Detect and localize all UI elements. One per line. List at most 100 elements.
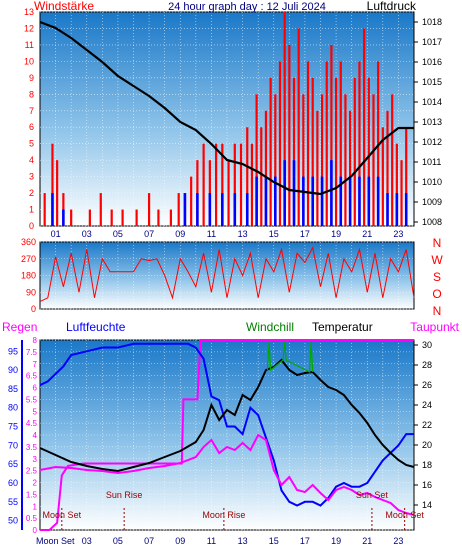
p1-left-tick-label-3: 3 — [29, 172, 34, 182]
temperature-label: Temperatur — [312, 320, 373, 334]
compass-letter-3: O — [432, 287, 441, 301]
gust-bar-43 — [334, 77, 338, 226]
p1-x-tick-label-9: 19 — [331, 229, 341, 239]
p3-rain-tick-label-16: 8 — [33, 336, 38, 345]
p3-x-tick-label-2: 05 — [113, 536, 123, 546]
gust-bar-51 — [372, 94, 375, 226]
gust-bar-13 — [177, 193, 180, 226]
astro-annotation-4: Moon Set — [385, 510, 424, 520]
p3-rain-tick-label-14: 7 — [33, 360, 38, 369]
gust-bar-8 — [121, 209, 124, 226]
gust-bar-20 — [221, 143, 224, 226]
gust-bar-15 — [190, 176, 193, 226]
gust-bar-17 — [202, 143, 205, 226]
compass-letter-0: N — [433, 236, 442, 250]
series-line-windchill — [266, 341, 314, 373]
gust-bar-33 — [288, 44, 291, 226]
gust-bar-27 — [260, 127, 263, 226]
mean-wind-bar-9 — [264, 176, 268, 226]
gust-bar-6 — [99, 193, 102, 226]
mean-wind-bar-22 — [386, 193, 389, 226]
p3-x-tick-label-4: 09 — [175, 536, 185, 546]
p1-right-tick-label-3: 1011 — [422, 157, 441, 167]
gust-bar-36 — [302, 94, 305, 226]
gust-bar-46 — [349, 110, 352, 226]
gust-bar-1 — [51, 143, 54, 226]
gust-bar-34 — [292, 77, 296, 226]
gust-bar-26 — [255, 94, 258, 226]
p3-x-tick-label-1: 03 — [82, 536, 92, 546]
p3-humidity-tick-label-6: 80 — [8, 403, 18, 413]
mean-wind-bar-24 — [404, 193, 408, 226]
mean-wind-bar-12 — [292, 160, 296, 226]
gust-bar-40 — [320, 94, 324, 226]
gust-bar-38 — [311, 77, 314, 226]
compass-letter-2: S — [433, 270, 441, 284]
p1-left-tick-label-6: 6 — [29, 122, 34, 132]
p3-temp-tick-label-6: 26 — [422, 380, 432, 390]
p1-x-tick-label-0: 01 — [51, 229, 61, 239]
p1-x-tick-label-1: 03 — [82, 229, 92, 239]
mean-wind-bar-10 — [274, 176, 277, 226]
gust-bar-28 — [264, 110, 268, 226]
p1-left-tick-label-10: 10 — [24, 56, 34, 66]
gust-bar-37 — [306, 61, 310, 227]
gust-bar-42 — [330, 44, 333, 226]
p3-temp-tick-label-2: 18 — [422, 460, 432, 470]
mean-wind-bar-1 — [62, 209, 65, 226]
compass-letter-4: N — [433, 304, 442, 318]
gust-bar-50 — [367, 77, 370, 226]
p1-left-tick-label-11: 11 — [25, 40, 34, 50]
p2-left-tick-label-0: 0 — [31, 304, 36, 314]
p3-temp-tick-label-1: 16 — [422, 480, 432, 490]
p1-right-tick-label-8: 1016 — [422, 57, 442, 67]
p1-right-tick-label-0: 1008 — [422, 217, 442, 227]
p1-x-tick-label-8: 17 — [300, 229, 310, 239]
p3-temp-tick-label-3: 20 — [422, 440, 432, 450]
gust-bar-25 — [250, 143, 254, 226]
p3-temp-tick-label-0: 14 — [422, 500, 432, 510]
mean-wind-bar-6 — [233, 193, 237, 226]
mean-wind-bar-21 — [376, 176, 380, 226]
rain-label: Regen — [2, 320, 37, 334]
gust-bar-44 — [339, 61, 342, 227]
gust-bar-57 — [400, 160, 403, 226]
p3-rain-tick-label-4: 2 — [33, 479, 38, 488]
p3-x-tick-label-10: 21 — [362, 536, 372, 546]
humidity-label: Luftfeuchte — [66, 320, 126, 334]
gust-bar-2 — [56, 160, 59, 226]
wind-speed-label: Windstärke — [34, 0, 94, 13]
p3-x-tick-label-6: 13 — [238, 536, 248, 546]
mean-wind-bar-23 — [395, 193, 399, 226]
p3-rain-tick-label-2: 1 — [33, 502, 38, 511]
gust-bar-5 — [88, 209, 91, 226]
chart-title: 24 hour graph day : 12 Juli 2024 — [168, 1, 326, 13]
p3-rain-tick-label-3: 1.5 — [26, 490, 38, 499]
p3-rain-tick-label-8: 4 — [33, 431, 38, 440]
astro-annotation-1: Sun Rise — [106, 490, 143, 500]
gust-bar-19 — [214, 143, 218, 226]
p1-left-tick-label-8: 8 — [29, 89, 34, 99]
wind-direction-line — [39, 246, 415, 303]
p1-left-tick-label-13: 13 — [24, 7, 34, 17]
p1-x-tick-label-11: 23 — [393, 229, 403, 239]
p3-x-tick-label-8: 17 — [300, 536, 310, 546]
p2-left-tick-label-4: 360 — [21, 237, 36, 247]
p3-rain-tick-label-15: 7.5 — [26, 348, 38, 357]
p1-x-tick-label-10: 21 — [362, 229, 372, 239]
p3-temp-tick-label-7: 28 — [422, 360, 432, 370]
series-line-luftfeuchte — [39, 342, 414, 507]
gust-bar-4 — [70, 209, 73, 226]
p3-rain-tick-label-11: 5.5 — [26, 395, 38, 404]
gust-bar-31 — [278, 61, 282, 227]
p3-rain-tick-label-5: 2.5 — [26, 467, 38, 476]
p3-humidity-tick-label-0: 50 — [8, 516, 18, 526]
mean-wind-bar-7 — [245, 193, 249, 226]
p3-x-tick-label-9: 19 — [331, 536, 341, 546]
gust-bar-52 — [377, 61, 380, 227]
compass-letter-1: W — [431, 253, 443, 267]
p3-humidity-tick-label-2: 60 — [8, 478, 18, 488]
gust-bar-10 — [147, 193, 151, 226]
mean-wind-bar-13 — [302, 176, 305, 226]
